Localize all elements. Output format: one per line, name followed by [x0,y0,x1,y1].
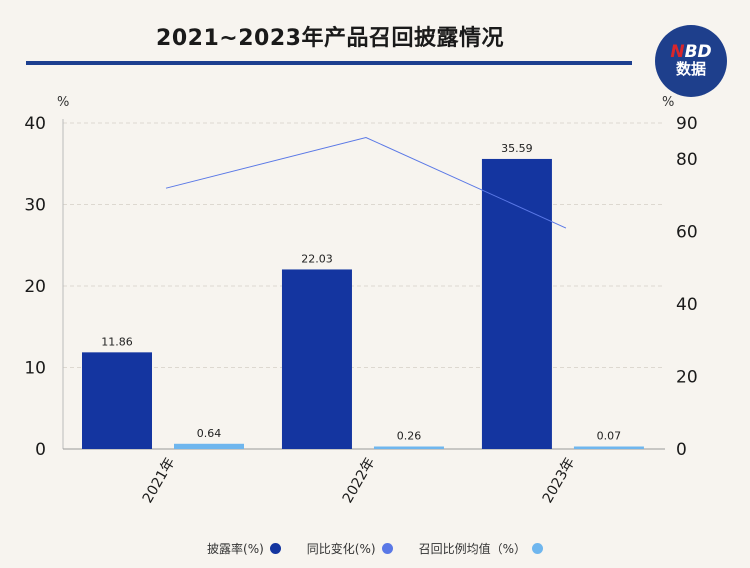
right-axis-tick-label: 90 [676,114,698,134]
bar-value-label: 35.59 [501,142,533,155]
bar-recall-ratio [373,446,444,449]
left-axis-tick-label: 0 [35,440,46,460]
bar-disclosure-rate [281,269,352,449]
legend-marker-recall-ratio [531,543,543,554]
bar-disclosure-rate [82,352,152,449]
x-axis-category-label: 2023年 [540,455,579,506]
bar-value-label: 11.86 [101,335,133,348]
legend-marker-disclosure-rate [269,543,281,554]
right-axis-tick-label: 40 [676,295,698,315]
legend-marker-yoy-change [381,543,393,554]
legend-item-recall-ratio: 召回比例均值（%） [419,540,543,557]
bar-value-label: 0.26 [397,430,422,443]
right-axis-unit: % [662,95,674,110]
right-axis-tick-label: 0 [676,440,687,460]
line-yoy-change [165,136,567,229]
legend-item-disclosure-rate: 披露率(%) [207,540,281,557]
nbd-data-logo: NBD 数据 [655,25,727,97]
bar-disclosure-rate [481,158,552,449]
legend-item-yoy-change: 同比变化(%) [307,540,393,557]
bar-value-label: 22.03 [301,252,333,265]
left-axis-tick-label: 30 [24,196,46,216]
x-axis-category-label: 2022年 [340,455,379,506]
left-axis-unit: % [57,95,69,110]
right-axis-tick-label: 80 [676,150,698,170]
x-axis-category-label: 2021年 [140,455,179,506]
bar-recall-ratio [174,443,244,449]
left-axis-tick-label: 20 [24,277,46,297]
chart-title: 2021~2023年产品召回披露情况 [156,26,504,51]
bar-recall-ratio [573,446,644,449]
bar-value-label: 0.07 [597,430,622,443]
left-axis-tick-label: 10 [24,359,46,379]
right-axis-tick-label: 20 [676,368,698,388]
right-axis-tick-label: 60 [676,223,698,243]
bar-value-label: 0.64 [197,427,222,440]
left-axis-tick-label: 40 [24,114,46,134]
chart-legend: 披露率(%) 同比变化(%) 召回比例均值（%） [0,540,750,557]
title-divider [26,61,632,65]
